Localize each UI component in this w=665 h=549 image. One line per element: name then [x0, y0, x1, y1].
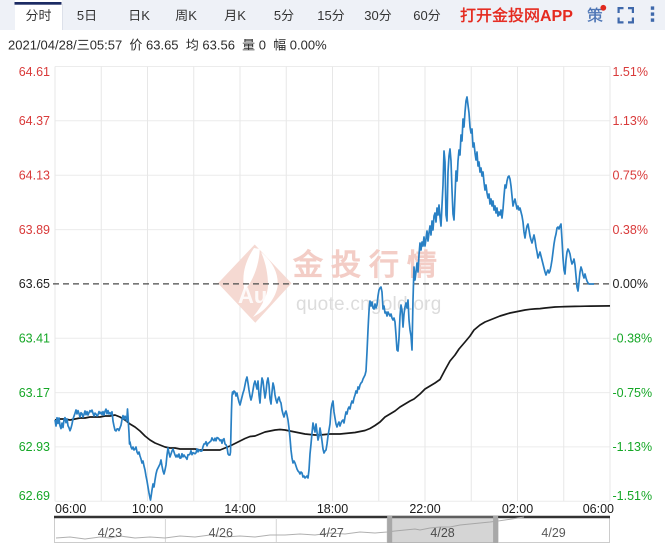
svg-text:62.69: 62.69 [19, 489, 50, 503]
svg-text:K: K [237, 8, 246, 23]
svg-text:22:00: 22:00 [409, 502, 440, 516]
svg-text:4/26: 4/26 [209, 526, 233, 540]
svg-text:60: 60 [413, 8, 427, 23]
svg-text:5: 5 [274, 8, 281, 23]
svg-text:4/27: 4/27 [320, 526, 344, 540]
svg-text:K: K [188, 8, 197, 23]
svg-text:1.51%: 1.51% [613, 65, 648, 79]
svg-text:30: 30 [364, 8, 378, 23]
svg-text:APP: APP [540, 8, 573, 25]
svg-text:0: 0 [259, 38, 266, 53]
svg-text:-1.13%: -1.13% [613, 440, 653, 454]
svg-text:-1.51%: -1.51% [613, 489, 653, 503]
svg-text:-0.75%: -0.75% [613, 386, 653, 400]
svg-text:0.00%: 0.00% [290, 38, 327, 53]
svg-text:0.75%: 0.75% [613, 168, 648, 182]
svg-text:63.65: 63.65 [19, 277, 50, 291]
svg-text:-0.38%: -0.38% [613, 331, 653, 345]
svg-text:62.93: 62.93 [19, 440, 50, 454]
svg-text:0.00%: 0.00% [613, 277, 648, 291]
svg-text:63.65: 63.65 [146, 38, 179, 53]
svg-text:63.89: 63.89 [19, 223, 50, 237]
svg-text:63.56: 63.56 [202, 38, 235, 53]
svg-text:64.37: 64.37 [19, 114, 50, 128]
svg-text:18:00: 18:00 [317, 502, 348, 516]
svg-text:06:00: 06:00 [55, 502, 86, 516]
svg-text:2021/04/28/: 2021/04/28/ [8, 38, 77, 53]
svg-text:64.61: 64.61 [19, 65, 50, 79]
svg-text:4/23: 4/23 [98, 526, 122, 540]
svg-text:06:00: 06:00 [583, 502, 614, 516]
svg-text:10:00: 10:00 [132, 502, 163, 516]
svg-text:4/28: 4/28 [430, 526, 454, 540]
svg-text:K: K [141, 8, 150, 23]
svg-text:15: 15 [317, 8, 331, 23]
svg-text:63.17: 63.17 [19, 386, 50, 400]
svg-text:4/29: 4/29 [541, 526, 565, 540]
svg-text:5: 5 [77, 8, 84, 23]
svg-text:0.38%: 0.38% [613, 223, 648, 237]
svg-text:05:57: 05:57 [90, 38, 123, 53]
svg-text:02:00: 02:00 [502, 502, 533, 516]
svg-text:63.41: 63.41 [19, 331, 50, 345]
svg-text:1.13%: 1.13% [613, 114, 648, 128]
svg-text:14:00: 14:00 [224, 502, 255, 516]
svg-text:64.13: 64.13 [19, 168, 50, 182]
svg-text:Au: Au [238, 283, 267, 308]
